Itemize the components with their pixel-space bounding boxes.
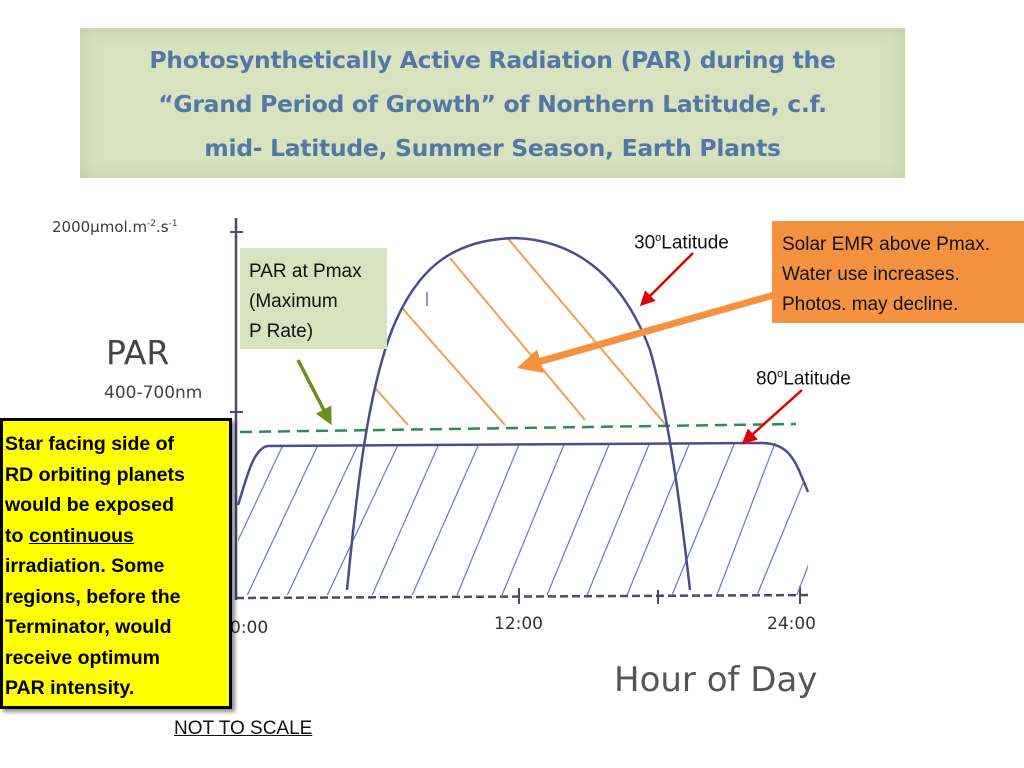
note-emphasis: continuous	[28, 524, 134, 547]
note-line: regions, before the	[5, 585, 181, 608]
emr-text-line: Photos. may decline.	[782, 294, 959, 315]
title-line-3: mid- Latitude, Summer Season, Earth Plan…	[204, 134, 781, 162]
x-axis	[235, 593, 813, 600]
pmax-text-line: P Rate)	[249, 321, 314, 342]
lat80-arrow	[741, 389, 803, 445]
x-axis-label: Hour of Day	[614, 660, 818, 700]
y-axis-label: PAR	[106, 333, 170, 372]
pmax-text-line: (Maximum	[249, 291, 338, 312]
pmax-arrow	[296, 359, 332, 426]
y-axis-sublabel: 400-700nm	[104, 383, 203, 403]
curve-80-latitude	[236, 441, 810, 506]
emr-text-line: Water use increases.	[782, 264, 960, 285]
note-line: would be exposed	[5, 494, 175, 516]
solar-emr-callout: Solar EMR above Pmax. Water use increase…	[772, 221, 1024, 323]
note-line: Star facing side of	[5, 433, 175, 455]
x-tick-label: 24:00	[767, 614, 816, 634]
emr-arrow	[516, 291, 775, 374]
hatch-80-latitude	[238, 443, 808, 595]
x-tick-label: 12:00	[494, 614, 543, 634]
y-axis-unit: 2000µmol.m-2.s-1	[52, 218, 178, 236]
lat80-label: 80oLatitude	[756, 368, 851, 390]
note-line: RD orbiting planets	[5, 463, 185, 486]
hatch-above-pmax	[367, 238, 671, 431]
note-line: Terminator, would	[5, 616, 172, 638]
note-line: irradiation. Some	[5, 555, 165, 577]
not-to-scale-note: NOT TO SCALE	[174, 718, 313, 739]
lat30-label: 30oLatitude	[634, 232, 729, 254]
note-line: receive optimum	[5, 646, 160, 669]
star-facing-note: Star facing side of RD orbiting planets …	[0, 418, 232, 709]
title-line-1: Photosynthetically Active Radiation (PAR…	[149, 46, 836, 74]
note-line: to continuous	[5, 524, 134, 547]
x-tick-label: 0:00	[230, 618, 269, 638]
curve-30-latitude	[345, 236, 692, 591]
page-title: Photosynthetically Active Radiation (PAR…	[80, 38, 905, 170]
title-banner: Photosynthetically Active Radiation (PAR…	[80, 28, 905, 178]
emr-text-line: Solar EMR above Pmax.	[782, 234, 991, 255]
lat30-arrow	[639, 252, 694, 307]
pmax-callout: PAR at Pmax (Maximum P Rate)	[240, 248, 387, 349]
note-line: PAR intensity.	[5, 677, 135, 699]
title-line-2: “Grand Period of Growth” of Northern Lat…	[158, 90, 827, 118]
pmax-text-line: PAR at Pmax	[249, 261, 362, 282]
pmax-line	[239, 422, 797, 434]
